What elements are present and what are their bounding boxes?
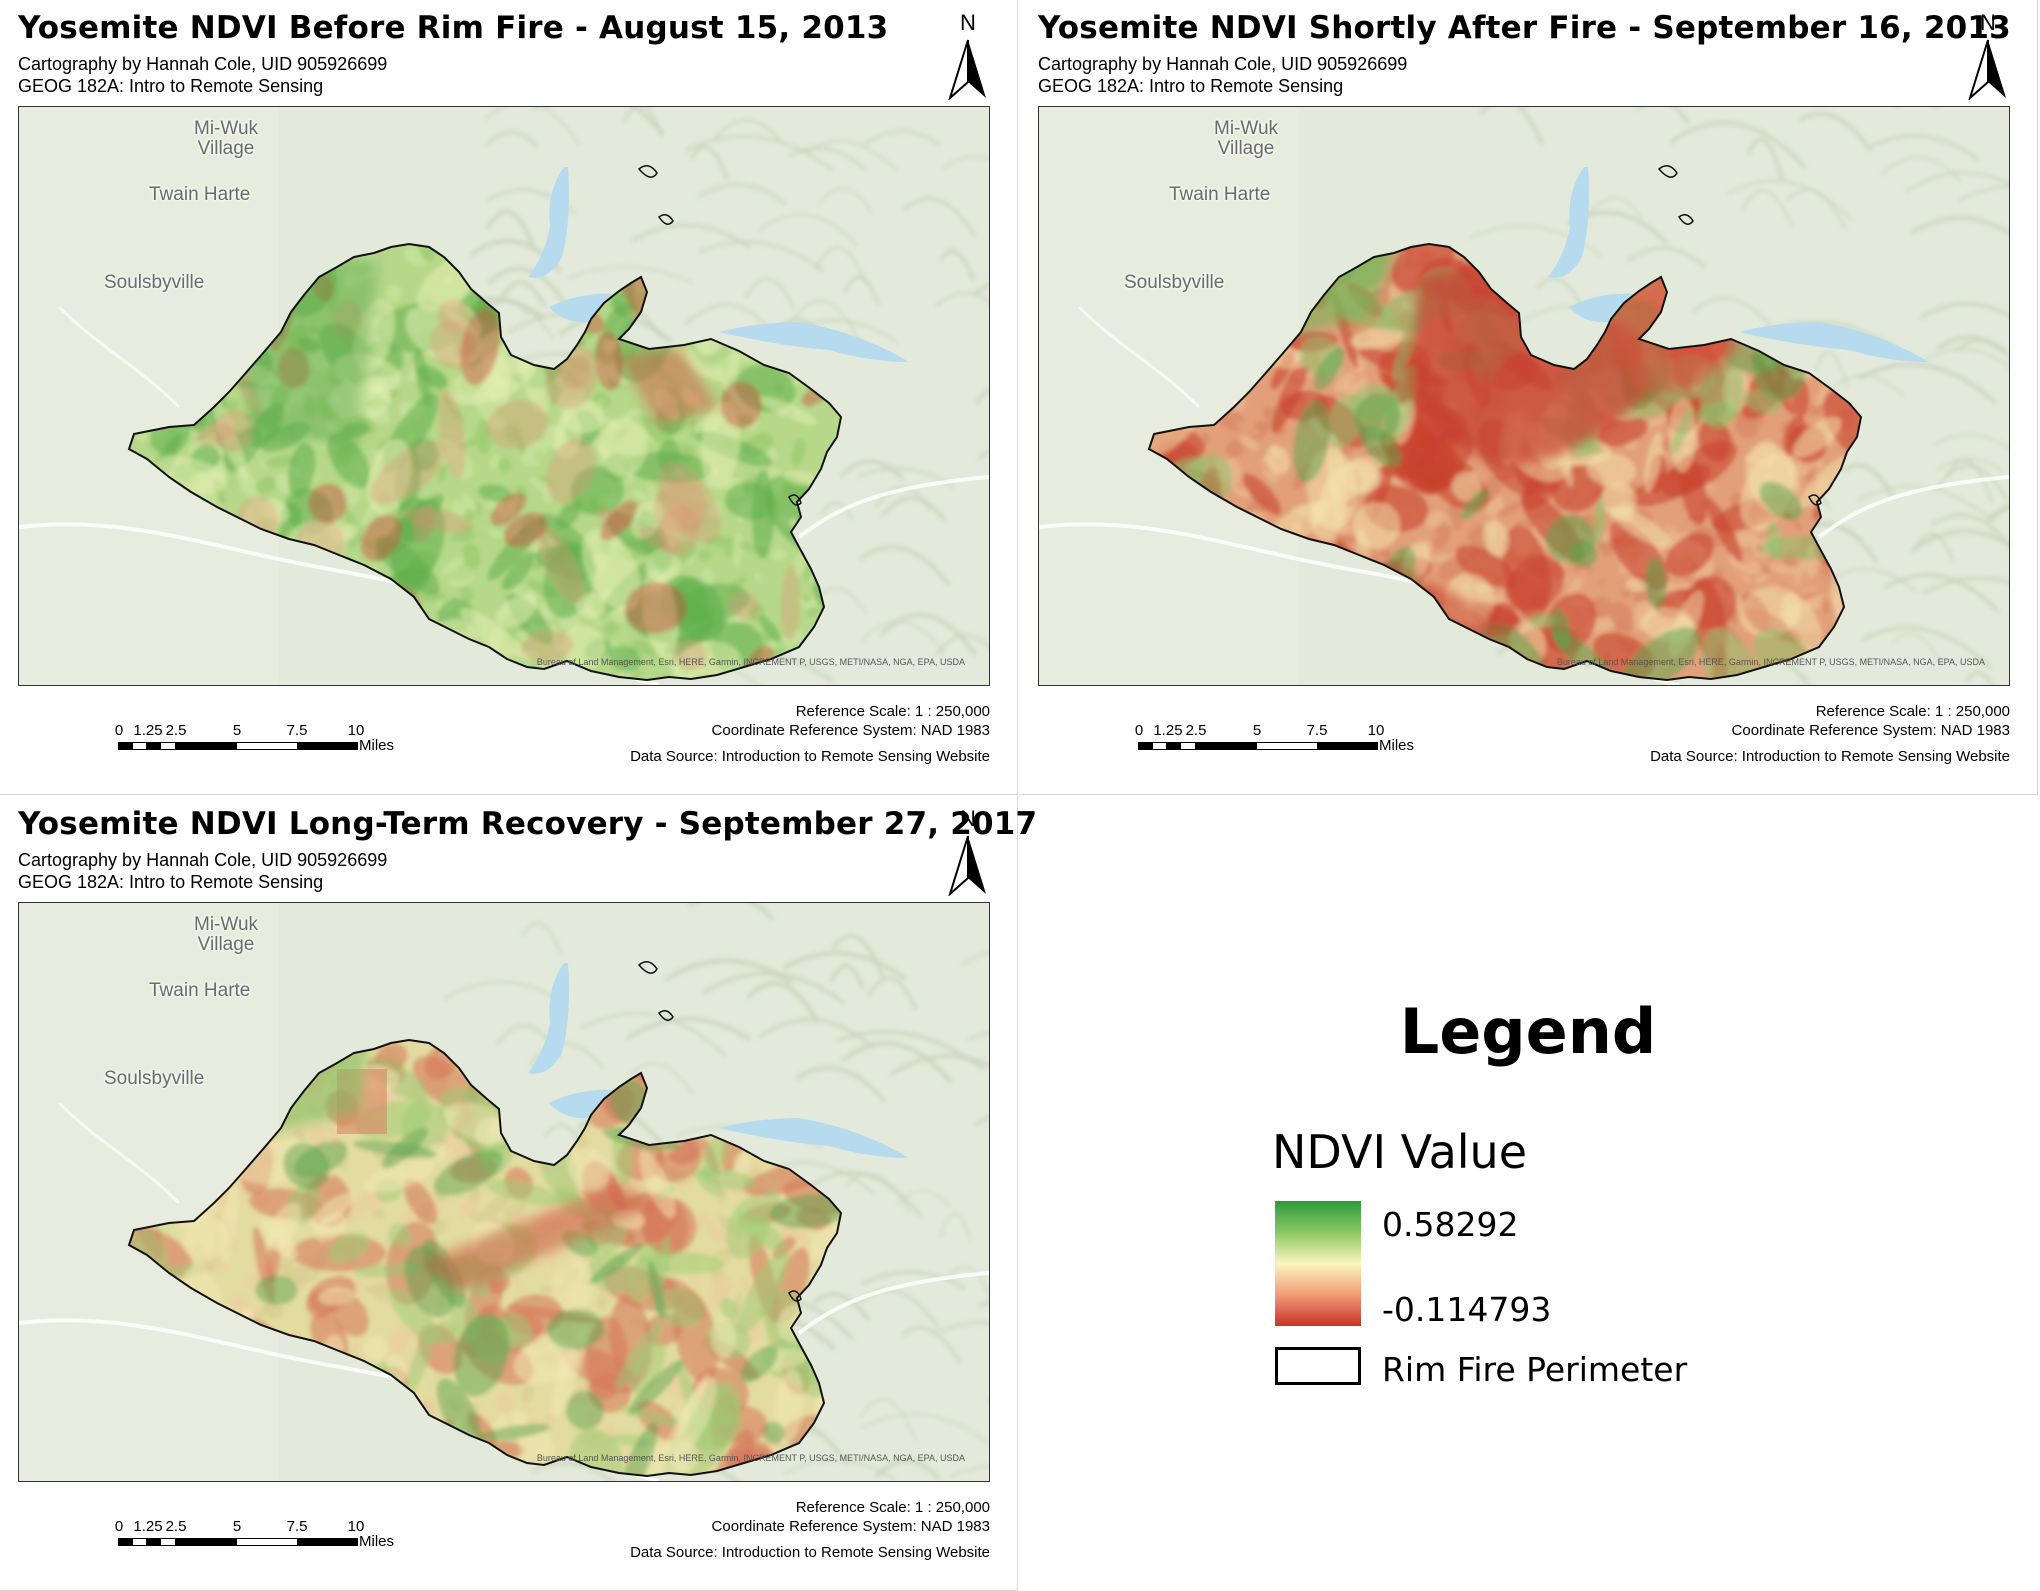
legend-low-value: -0.114793 <box>1382 1290 1552 1329</box>
map-reference-info: Reference Scale: 1 : 250,000 Coordinate … <box>1732 702 2010 740</box>
north-arrow-icon: N <box>948 806 988 896</box>
north-arrow-shape <box>948 39 986 100</box>
ndvi-color-ramp <box>1275 1201 1361 1326</box>
scale-tick: 5 <box>1252 722 1262 739</box>
map-canvas <box>1039 107 2009 685</box>
north-arrow-shape <box>948 835 986 896</box>
place-label-twain-harte: Twain Harte <box>1169 184 1271 205</box>
place-label-mi-wuk: Mi-Wuk Village <box>194 118 259 159</box>
coordinate-system: Coordinate Reference System: NAD 1983 <box>711 1518 990 1535</box>
map-panel-recovery: Yosemite NDVI Long-Term Recovery - Septe… <box>0 796 1037 1591</box>
north-label: N <box>1980 10 1996 35</box>
course-label: GEOG 182A: Intro to Remote Sensing <box>18 76 324 96</box>
data-source: Data Source: Introduction to Remote Sens… <box>1650 748 2010 765</box>
place-label-twain-harte: Twain Harte <box>149 184 251 205</box>
north-label: N <box>960 10 976 35</box>
map-reference-info: Reference Scale: 1 : 250,000 Coordinate … <box>712 702 990 740</box>
map-title: Yosemite NDVI Long-Term Recovery - Septe… <box>18 806 1038 842</box>
scale-tick: 0 <box>114 722 124 739</box>
scale-tick: 1.25 <box>133 722 163 739</box>
map-panel-before: Yosemite NDVI Before Rim Fire - August 1… <box>0 0 1018 795</box>
legend-perimeter-label: Rim Fire Perimeter <box>1382 1350 1688 1389</box>
legend-high-value: 0.58292 <box>1382 1205 1519 1244</box>
place-label-twain-harte: Twain Harte <box>149 980 251 1001</box>
scale-tick: 10 <box>347 1518 365 1535</box>
map-title: Yosemite NDVI Before Rim Fire - August 1… <box>18 10 889 46</box>
scale-tick: 0 <box>114 1518 124 1535</box>
map-canvas <box>19 903 989 1481</box>
basemap-credit: Bureau of Land Management, Esri, HERE, G… <box>1556 657 1985 667</box>
north-arrow-icon: N <box>1968 10 2008 100</box>
data-source: Data Source: Introduction to Remote Sens… <box>630 1544 990 1561</box>
scale-tick: 10 <box>347 722 365 739</box>
ndvi-map: Mi-Wuk Village Twain Harte Soulsbyville B… <box>1038 106 2010 686</box>
scale-bar: 0 1.25 2.5 5 7.5 10 Miles <box>115 1518 405 1558</box>
map-panel-after: Yosemite NDVI Shortly After Fire - Septe… <box>1020 0 2038 795</box>
map-reference-info: Reference Scale: 1 : 250,000 Coordinate … <box>712 1498 990 1536</box>
scale-tick: 10 <box>1367 722 1385 739</box>
cartography-credit: Cartography by Hannah Cole, UID 90592669… <box>18 54 388 74</box>
cartography-credit: Cartography by Hannah Cole, UID 90592669… <box>1038 54 1408 74</box>
place-label-mi-wuk: Mi-Wuk Village <box>194 914 259 955</box>
ndvi-map: Mi-Wuk Village Twain Harte Soulsbyville B… <box>18 106 990 686</box>
scale-units: Miles <box>359 737 395 754</box>
legend-title: Legend <box>1399 995 1657 1068</box>
scale-tick: 1.25 <box>1153 722 1183 739</box>
scale-tick: 0 <box>1134 722 1144 739</box>
course-label: GEOG 182A: Intro to Remote Sensing <box>1038 76 1344 96</box>
reference-scale: Reference Scale: 1 : 250,000 <box>795 1499 990 1516</box>
legend-field-label: NDVI Value <box>1272 1125 1527 1179</box>
perimeter-swatch <box>1275 1347 1361 1385</box>
map-title: Yosemite NDVI Shortly After Fire - Septe… <box>1038 10 2011 46</box>
reference-scale: Reference Scale: 1 : 250,000 <box>795 703 990 720</box>
scale-tick: 5 <box>232 1518 242 1535</box>
place-label-soulsbyville: Soulsbyville <box>104 1068 205 1089</box>
north-label: N <box>960 806 976 831</box>
place-label-mi-wuk: Mi-Wuk Village <box>1214 118 1279 159</box>
place-label-soulsbyville: Soulsbyville <box>104 272 205 293</box>
coordinate-system: Coordinate Reference System: NAD 1983 <box>711 722 990 739</box>
course-label: GEOG 182A: Intro to Remote Sensing <box>18 872 324 892</box>
basemap-credit: Bureau of Land Management, Esri, HERE, G… <box>536 657 965 667</box>
north-arrow-icon: N <box>948 10 988 100</box>
scale-bar: 0 1.25 2.5 5 7.5 10 Miles <box>1135 722 1425 762</box>
scale-tick: 7.5 <box>286 722 308 739</box>
place-label-soulsbyville: Soulsbyville <box>1124 272 1225 293</box>
scale-tick: 2.5 <box>165 1518 187 1535</box>
ndvi-map: Mi-Wuk Village Twain Harte Soulsbyville B… <box>18 902 990 1482</box>
cartography-credit: Cartography by Hannah Cole, UID 90592669… <box>18 850 388 870</box>
scale-bar: 0 1.25 2.5 5 7.5 10 Miles <box>115 722 405 762</box>
coordinate-system: Coordinate Reference System: NAD 1983 <box>1731 722 2010 739</box>
legend: Legend NDVI Value 0.58292 -0.114793 Rim … <box>1272 995 1784 1391</box>
scale-tick: 2.5 <box>1185 722 1207 739</box>
scale-units: Miles <box>1379 737 1415 754</box>
scale-tick: 7.5 <box>286 1518 308 1535</box>
basemap-credit: Bureau of Land Management, Esri, HERE, G… <box>536 1453 965 1463</box>
data-source: Data Source: Introduction to Remote Sens… <box>630 748 990 765</box>
reference-scale: Reference Scale: 1 : 250,000 <box>1815 703 2010 720</box>
scale-tick: 7.5 <box>1306 722 1328 739</box>
scale-tick: 1.25 <box>133 1518 163 1535</box>
map-canvas <box>19 107 989 685</box>
scale-units: Miles <box>359 1533 395 1550</box>
scale-tick: 5 <box>232 722 242 739</box>
north-arrow-shape <box>1968 39 2006 100</box>
scale-tick: 2.5 <box>165 722 187 739</box>
